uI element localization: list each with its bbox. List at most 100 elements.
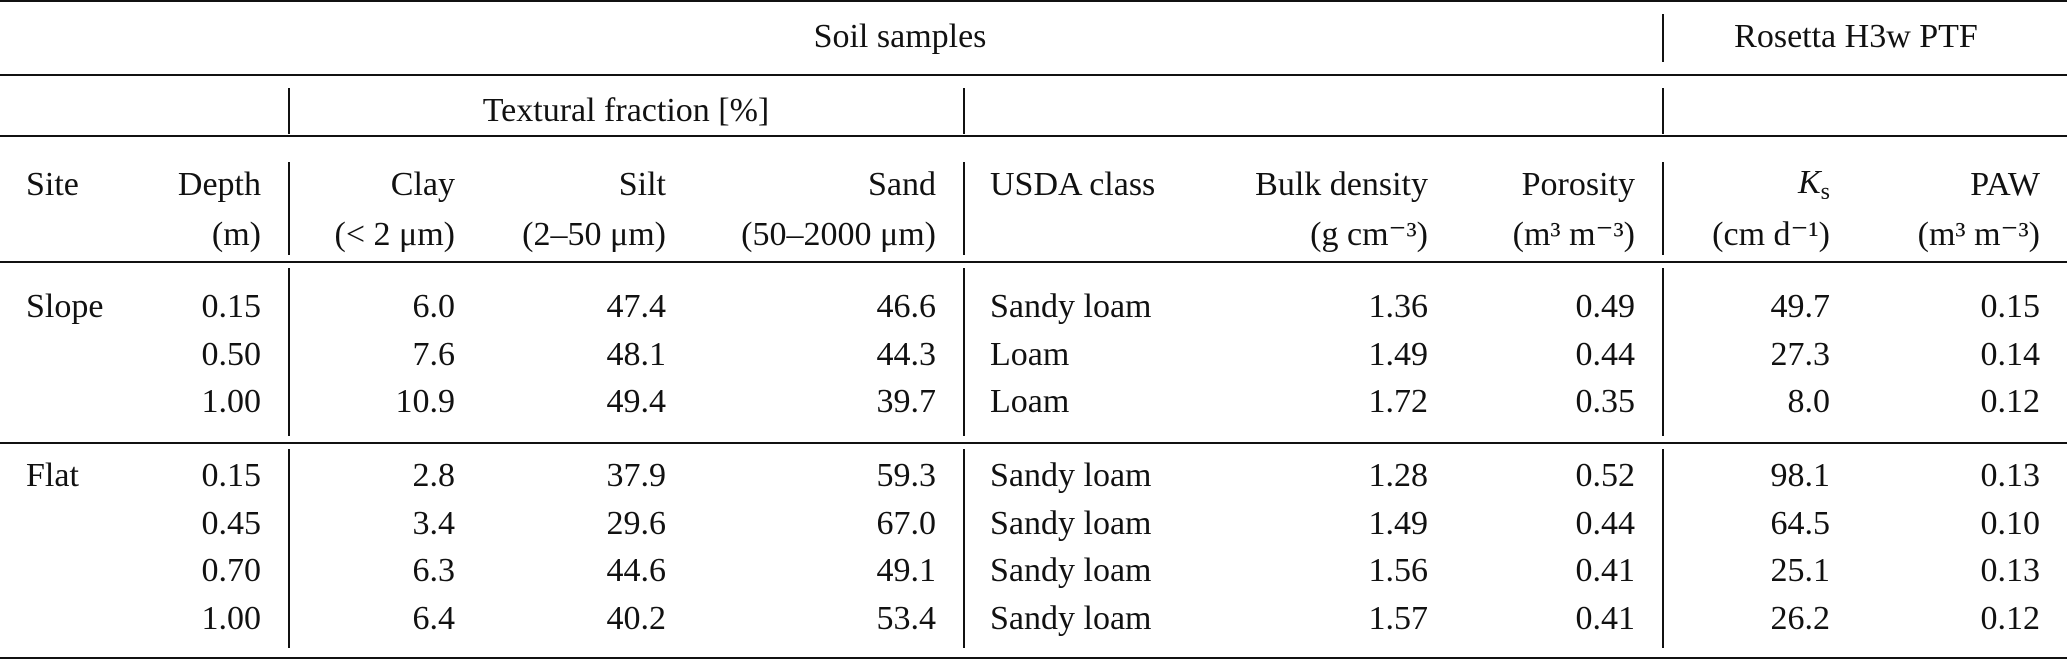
table-cell: 64.5 xyxy=(1770,504,1831,542)
column-unit: (m³ m⁻³) xyxy=(1917,216,2040,253)
table-cell: 8.0 xyxy=(1787,383,1831,420)
table-cell: 2.8 xyxy=(412,457,456,494)
table-cell: 0.41 xyxy=(1575,552,1636,589)
vertical-rule xyxy=(1662,88,1664,134)
column-header: USDA class xyxy=(990,166,1156,203)
table-cell: 1.72 xyxy=(1368,383,1429,420)
table-cell: Sandy loam xyxy=(990,504,1152,542)
column-unit: (< 2 μm) xyxy=(334,216,456,253)
column-header: Porosity xyxy=(1521,166,1635,203)
table-cell: 25.1 xyxy=(1770,552,1831,589)
vertical-rule xyxy=(1662,162,1664,255)
vertical-rule xyxy=(963,449,965,648)
table-cell: 1.00 xyxy=(201,599,262,637)
table-cell: 59.3 xyxy=(876,457,937,494)
table-cell: 6.4 xyxy=(412,599,456,637)
table-cell: 0.13 xyxy=(1980,457,2041,494)
table-cell: 0.44 xyxy=(1575,335,1636,373)
vertical-rule xyxy=(963,88,965,134)
table-cell: 3.4 xyxy=(412,504,456,542)
table-cell: 67.0 xyxy=(876,504,937,542)
table-cell: 53.4 xyxy=(876,599,937,637)
horizontal-rule xyxy=(0,135,2067,137)
table-cell: 1.56 xyxy=(1368,552,1429,589)
horizontal-rule xyxy=(0,657,2067,659)
vertical-rule xyxy=(963,162,965,255)
table-cell: 47.4 xyxy=(606,288,667,325)
subscript: s xyxy=(1820,179,1830,205)
table-cell: 98.1 xyxy=(1770,457,1831,494)
site-label: Slope xyxy=(26,288,104,325)
vertical-rule xyxy=(1662,268,1664,436)
table-cell: 1.49 xyxy=(1368,335,1429,373)
site-label: Flat xyxy=(26,457,79,494)
table-cell: Sandy loam xyxy=(990,457,1152,494)
column-unit: (m) xyxy=(211,216,261,253)
table-cell: 0.15 xyxy=(1980,288,2041,325)
table-cell: 0.50 xyxy=(201,335,262,373)
vertical-rule xyxy=(1662,449,1664,648)
table-cell: 0.15 xyxy=(201,457,262,494)
column-header: Site xyxy=(26,166,79,203)
group-header: Soil samples xyxy=(813,18,987,55)
table-cell: 39.7 xyxy=(876,383,937,420)
table-cell: 0.35 xyxy=(1575,383,1636,420)
table-cell: 48.1 xyxy=(606,335,667,373)
table-cell: 0.15 xyxy=(201,288,262,325)
table-cell: 27.3 xyxy=(1770,335,1831,373)
table-cell: 0.44 xyxy=(1575,504,1636,542)
column-header: Silt xyxy=(618,166,666,203)
table-cell: 0.12 xyxy=(1980,383,2041,420)
horizontal-rule xyxy=(0,74,2067,76)
column-unit: (2–50 μm) xyxy=(522,216,666,253)
column-header: Bulk density xyxy=(1255,166,1428,203)
column-header: Ks xyxy=(1797,164,1830,205)
table-cell: 44.6 xyxy=(606,552,667,589)
table-cell: 0.52 xyxy=(1575,457,1636,494)
table-cell: 29.6 xyxy=(606,504,667,542)
vertical-rule xyxy=(963,268,965,436)
table-cell: 0.10 xyxy=(1980,504,2041,542)
horizontal-rule xyxy=(0,442,2067,444)
column-header: Depth xyxy=(177,166,261,203)
table-cell: 1.49 xyxy=(1368,504,1429,542)
table-cell: 6.3 xyxy=(412,552,456,589)
table-cell: Sandy loam xyxy=(990,552,1152,589)
table-cell: 49.7 xyxy=(1770,288,1831,325)
table-cell: Loam xyxy=(990,335,1070,373)
table-cell: Sandy loam xyxy=(990,288,1152,325)
column-header: PAW xyxy=(1970,166,2040,203)
column-header: Sand xyxy=(868,166,936,203)
table-cell: 0.70 xyxy=(201,552,262,589)
vertical-rule xyxy=(288,162,290,255)
table-cell: 49.4 xyxy=(606,383,667,420)
table-cell: 10.9 xyxy=(395,383,456,420)
table-cell: 46.6 xyxy=(876,288,937,325)
vertical-rule xyxy=(1662,14,1664,62)
table-cell: 0.49 xyxy=(1575,288,1636,325)
horizontal-rule xyxy=(0,261,2067,263)
column-unit: (g cm⁻³) xyxy=(1310,216,1428,253)
table-cell: 6.0 xyxy=(412,288,456,325)
column-header: Clay xyxy=(390,166,455,203)
column-unit: (m³ m⁻³) xyxy=(1512,216,1635,253)
table-cell: 0.45 xyxy=(201,504,262,542)
table-cell: 26.2 xyxy=(1770,599,1831,637)
table-cell: 44.3 xyxy=(876,335,937,373)
table-cell: 0.12 xyxy=(1980,599,2041,637)
table-cell: 1.57 xyxy=(1368,599,1429,637)
table-cell: 7.6 xyxy=(412,335,456,373)
table-cell: Loam xyxy=(990,383,1070,420)
table-cell: Sandy loam xyxy=(990,599,1152,637)
table-cell: 1.28 xyxy=(1368,457,1429,494)
column-unit: (50–2000 μm) xyxy=(741,216,936,253)
column-unit: (cm d⁻¹) xyxy=(1712,216,1830,253)
table-cell: 40.2 xyxy=(606,599,667,637)
table-cell: 0.13 xyxy=(1980,552,2041,589)
vertical-rule xyxy=(288,449,290,648)
table-cell: 0.41 xyxy=(1575,599,1636,637)
table-cell: 37.9 xyxy=(606,457,667,494)
table-cell: 1.36 xyxy=(1368,288,1429,325)
horizontal-rule xyxy=(0,0,2067,2)
